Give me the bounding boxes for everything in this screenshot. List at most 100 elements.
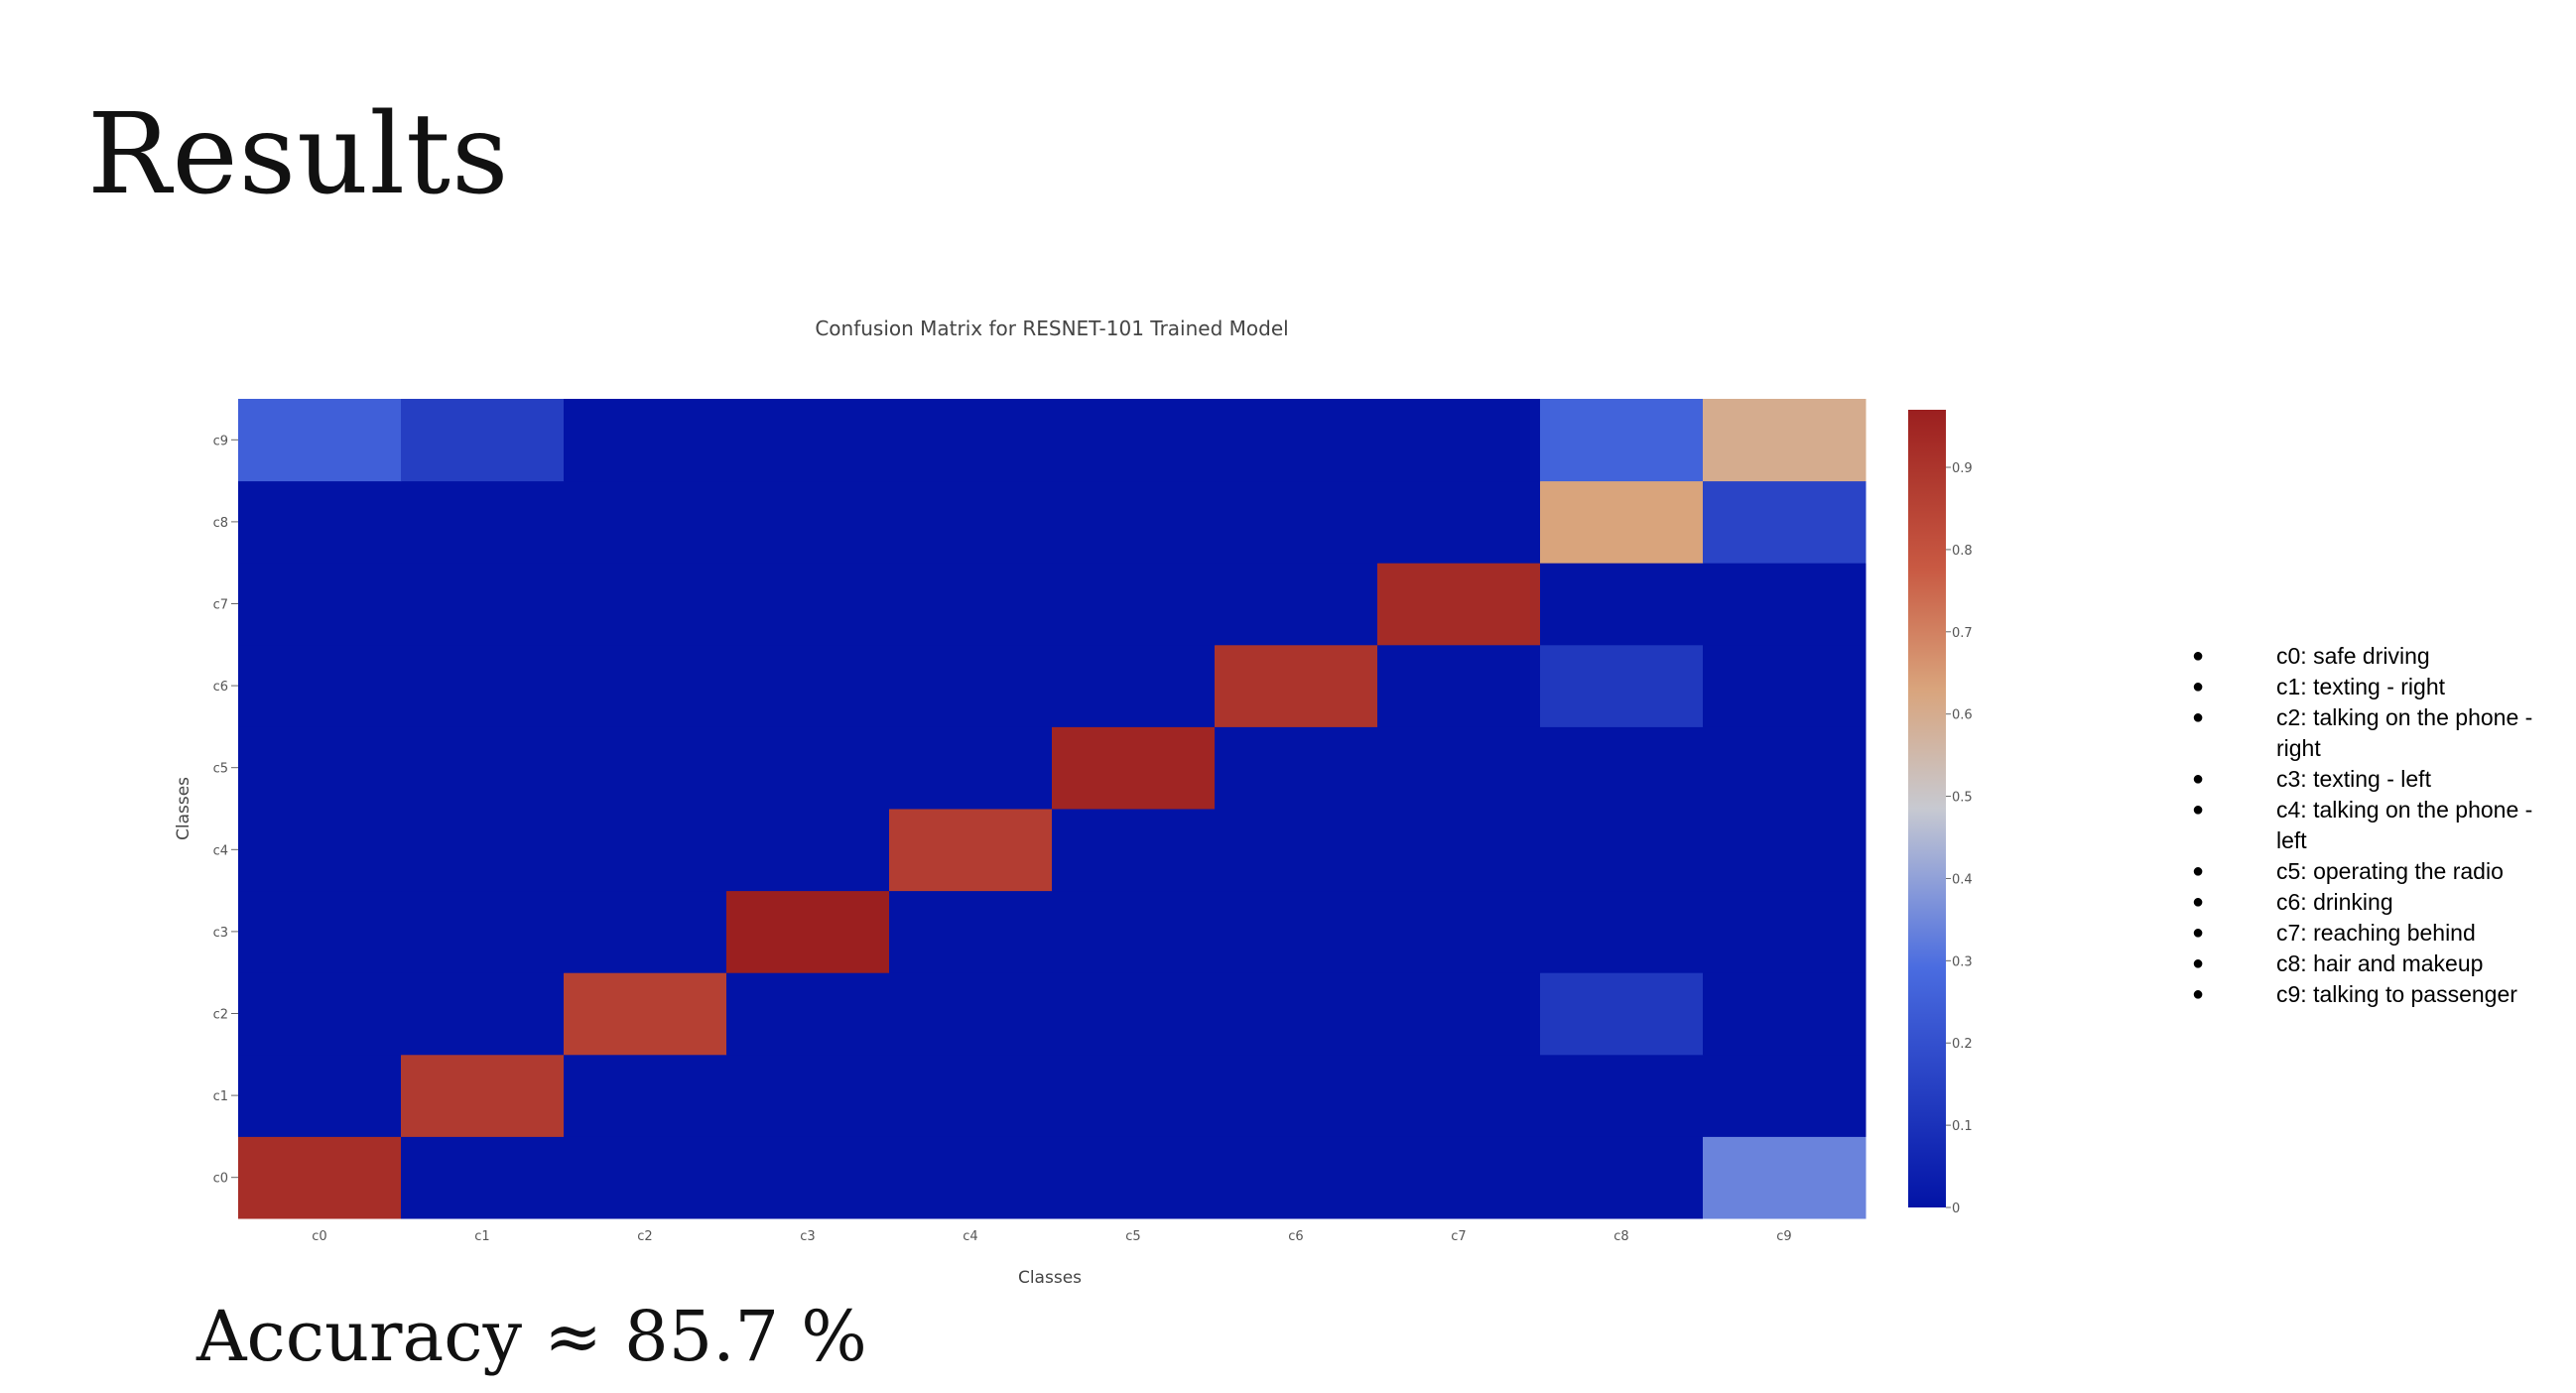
heatmap-cell-c5-c9: [1703, 726, 1867, 810]
class-legend: ● c0: safe driving ● c1: texting - right ● c2…: [2173, 641, 2570, 1010]
colorbar-tick-label: 0.3: [1952, 954, 1973, 969]
heatmap-cell-c6-c8: [1540, 644, 1704, 727]
heatmap-cell-c4-c9: [1703, 809, 1867, 892]
bullet-icon: ●: [2192, 983, 2205, 1005]
y-tick-label: c4: [213, 843, 228, 858]
legend-item-label: c0: safe driving: [2276, 643, 2430, 669]
heatmap-cell-c8-c1: [401, 480, 565, 564]
heatmap-cell-c6-c3: [726, 644, 890, 727]
heatmap-cell-c1-c5: [1052, 1054, 1216, 1137]
heatmap-cell-c9-c8: [1540, 399, 1704, 482]
heatmap-cell-c4-c0: [238, 809, 402, 892]
heatmap-cell-c2-c0: [238, 972, 402, 1056]
heatmap-cell-c1-c6: [1215, 1054, 1378, 1137]
heatmap-cell-c8-c2: [564, 480, 727, 564]
heatmap-cell-c7-c5: [1052, 563, 1216, 646]
y-axis-label: Classes: [174, 777, 193, 840]
heatmap-cell-c4-c3: [726, 809, 890, 892]
heatmap-cell-c2-c3: [726, 972, 890, 1056]
heatmap-cell-c7-c2: [564, 563, 727, 646]
heatmap-cell-c6-c7: [1377, 644, 1541, 727]
colorbar-tick-label: 0.6: [1952, 708, 1973, 723]
heatmap-cell-c8-c0: [238, 480, 402, 564]
heatmap-cell-c7-c0: [238, 563, 402, 646]
heatmap-cell-c5-c5: [1052, 726, 1216, 810]
heatmap-cell-c0-c8: [1540, 1136, 1704, 1219]
heatmap-cell-c4-c7: [1377, 809, 1541, 892]
heatmap-cell-c5-c2: [564, 726, 727, 810]
heatmap-cell-c7-c8: [1540, 563, 1704, 646]
heatmap-cell-c3-c6: [1215, 890, 1378, 973]
x-tick-label: c3: [800, 1229, 815, 1244]
heatmap-cell-c2-c9: [1703, 972, 1867, 1056]
heatmap-cell-c3-c2: [564, 890, 727, 973]
legend-item: ● c2: talking on the phone - right: [2173, 702, 2544, 764]
heatmap-cell-c1-c1: [401, 1054, 565, 1137]
y-tick-label: c6: [213, 680, 228, 695]
heatmap-cell-c7-c7: [1377, 563, 1541, 646]
bullet-icon: ●: [2192, 768, 2205, 790]
heatmap-cell-c5-c1: [401, 726, 565, 810]
heatmap-cell-c8-c5: [1052, 480, 1216, 564]
heatmap-cell-c7-c3: [726, 563, 890, 646]
bullet-icon: ●: [2192, 891, 2205, 913]
heatmap-cell-c3-c4: [889, 890, 1053, 973]
heatmap-cell-c9-c0: [238, 399, 402, 482]
heatmap-cell-c3-c1: [401, 890, 565, 973]
heatmap-cell-c6-c2: [564, 644, 727, 727]
bullet-icon: ●: [2192, 706, 2205, 728]
bullet-icon: ●: [2192, 676, 2205, 697]
heatmap-cell-c6-c5: [1052, 644, 1216, 727]
heatmap-cell-c7-c4: [889, 563, 1053, 646]
y-tick-label: c3: [213, 926, 228, 941]
heatmap-cell-c9-c4: [889, 399, 1053, 482]
x-tick-label: c8: [1613, 1229, 1628, 1244]
heatmap-cell-c0-c6: [1215, 1136, 1378, 1219]
slide-title: Results: [87, 90, 510, 219]
heatmap-cell-c5-c6: [1215, 726, 1378, 810]
heatmap-cell-c4-c1: [401, 809, 565, 892]
bullet-icon: ●: [2192, 645, 2205, 667]
heatmap-cell-c4-c5: [1052, 809, 1216, 892]
heatmap-cell-c1-c4: [889, 1054, 1053, 1137]
heatmap-cell-c1-c7: [1377, 1054, 1541, 1137]
x-tick-label: c6: [1288, 1229, 1303, 1244]
legend-item: ● c9: talking to passenger: [2173, 979, 2544, 1010]
heatmap-cell-c1-c2: [564, 1054, 727, 1137]
heatmap-cell-c2-c8: [1540, 972, 1704, 1056]
heatmap-cell-c0-c4: [889, 1136, 1053, 1219]
heatmap-cell-c9-c5: [1052, 399, 1216, 482]
heatmap-cell-c3-c7: [1377, 890, 1541, 973]
heatmap-cell-c9-c3: [726, 399, 890, 482]
heatmap-cell-c8-c9: [1703, 480, 1867, 564]
heatmap-cell-c8-c4: [889, 480, 1053, 564]
legend-item: ● c1: texting - right: [2173, 672, 2544, 702]
heatmap-cell-c0-c5: [1052, 1136, 1216, 1219]
legend-item: ● c8: hair and makeup: [2173, 949, 2544, 979]
x-tick-label: c4: [963, 1229, 977, 1244]
heatmap-cell-c3-c5: [1052, 890, 1216, 973]
heatmap-cell-c9-c9: [1703, 399, 1867, 482]
colorbar: [1908, 410, 1946, 1207]
bullet-icon: ●: [2192, 860, 2205, 882]
bullet-icon: ●: [2192, 799, 2205, 821]
heatmap-cell-c0-c2: [564, 1136, 727, 1219]
x-tick-label: c5: [1125, 1229, 1140, 1244]
heatmap-cell-c0-c7: [1377, 1136, 1541, 1219]
legend-item: ● c4: talking on the phone - left: [2173, 795, 2544, 856]
heatmap-cell-c3-c3: [726, 890, 890, 973]
legend-item-label: c1: texting - right: [2276, 674, 2446, 699]
heatmap-cell-c5-c3: [726, 726, 890, 810]
heatmap-cell-c2-c6: [1215, 972, 1378, 1056]
x-tick-label: c0: [312, 1229, 326, 1244]
heatmap-cell-c6-c9: [1703, 644, 1867, 727]
heatmap-cell-c4-c4: [889, 809, 1053, 892]
heatmap-cell-c3-c9: [1703, 890, 1867, 973]
legend-item-label: c8: hair and makeup: [2276, 950, 2484, 976]
legend-item-label: c4: talking on the phone - left: [2276, 797, 2533, 853]
legend-item-label: c5: operating the radio: [2276, 858, 2504, 884]
heatmap-cell-c4-c8: [1540, 809, 1704, 892]
accuracy-text: Accuracy ≈ 85.7 %: [196, 1296, 867, 1377]
heatmap-cell-c5-c7: [1377, 726, 1541, 810]
